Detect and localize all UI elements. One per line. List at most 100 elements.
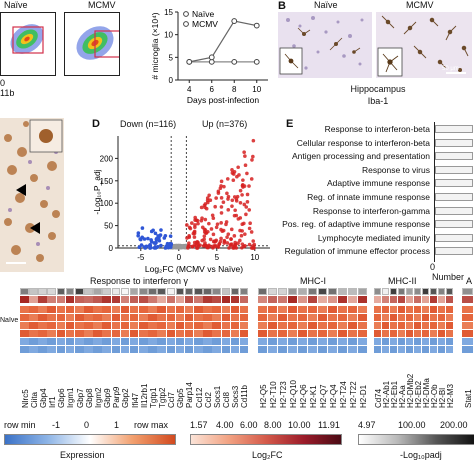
volcano-point-down <box>136 233 140 238</box>
legend-padj-tick-0: 4.97 <box>358 420 376 430</box>
heatmap-expr-cell <box>318 330 328 338</box>
volcano-point-up <box>216 245 221 249</box>
heatmap-expr-cell <box>348 306 358 314</box>
heatmap-expr-cell <box>166 322 176 330</box>
heatmap-expr-cell <box>462 330 474 338</box>
heatmap-padj-cell <box>203 288 212 295</box>
heatmap-expr-cell <box>328 346 338 354</box>
volcano-point-up <box>236 217 241 221</box>
volcano-xtick-label: 10 <box>250 253 259 262</box>
volcano-point-up <box>211 232 216 237</box>
volcano-point-up <box>216 189 221 194</box>
heatmap-fc-cell <box>288 296 298 303</box>
volcano-point-up <box>202 234 207 238</box>
heatmap-expr-cell <box>414 322 422 330</box>
heatmap-padj-cell <box>47 288 57 295</box>
volcano-point-up <box>251 239 256 243</box>
heatmap-expr-cell <box>258 322 268 330</box>
heatmap-expr-cell <box>288 306 298 314</box>
heatmap-expr-cell <box>374 330 382 338</box>
volcano-point-down <box>146 236 150 241</box>
heatmap-expr-cell <box>148 314 157 322</box>
heatmap-expr-cell <box>29 314 38 322</box>
volcano-point-up <box>193 215 197 220</box>
heatmap-fc-cell <box>84 296 93 303</box>
heatmap-expr-cell <box>74 306 84 314</box>
heatmap-gene-label: Parp14 <box>185 382 195 408</box>
heatmap-expr-cell <box>102 314 111 322</box>
ihc-naive-title: Naïve <box>314 0 338 10</box>
heatmap-fc-cell <box>446 296 454 303</box>
heatmap-padj-cell <box>258 288 268 295</box>
heatmap-gene-label: Cd11b <box>240 385 250 408</box>
heatmap-expr-cell <box>430 322 438 330</box>
heatmap-fc-cell <box>406 296 414 303</box>
heatmap-gene-label: Ccl7 <box>167 391 177 408</box>
heatmap-padj-cell <box>318 288 328 295</box>
heatmap-fc-cell <box>20 296 29 303</box>
heatmap-padj-cell <box>194 288 203 295</box>
heatmap-fc-cell <box>422 296 430 303</box>
heatmap-expr-cell <box>47 306 57 314</box>
heatmap-expr-cell <box>318 346 328 354</box>
heatmap-expr-cell <box>157 338 166 346</box>
heatmap-expr-cell <box>230 322 240 330</box>
heatmap-expr-cell <box>348 338 358 346</box>
heatmap-fc-cell <box>318 296 328 303</box>
line-chart-xlabel: Days post-infection <box>187 95 260 105</box>
volcano-point-up <box>196 241 200 246</box>
heatmap-expr-cell <box>111 314 121 322</box>
volcano-ylabel: -Log₁₀P_adj <box>92 169 102 214</box>
heatmap-expr-cell <box>230 346 240 354</box>
heatmap-expr-cell <box>298 322 308 330</box>
go-bar-2 <box>435 152 473 161</box>
heatmap-group-label-1: MHC-I <box>300 276 326 286</box>
volcano-point-up <box>210 213 215 218</box>
heatmap-expr-cell <box>93 330 102 338</box>
heatmap-expr-cell <box>406 306 414 314</box>
heatmap-expr-cell <box>268 330 278 338</box>
heatmap-gene-label: H2-Q6 <box>299 384 308 408</box>
volcano-point-down <box>154 236 159 241</box>
heatmap-padj-cell <box>382 288 390 295</box>
volcano-point-up <box>215 222 220 226</box>
ihc-caption-line1: Hippocampus <box>350 84 406 94</box>
heatmap-expr-cell <box>221 314 231 322</box>
heatmap-gene-label: Ciita <box>29 391 39 408</box>
heatmap-fc-cell <box>382 296 390 303</box>
heatmap-expr-cell <box>212 346 221 354</box>
heatmap-expr-cell <box>422 322 430 330</box>
heatmap-padj-cell <box>288 288 298 295</box>
volcano-up-label: Up (n=376) <box>202 119 248 129</box>
line-chart-ytick-label: 15 <box>164 8 173 17</box>
volcano-point-up <box>243 163 248 168</box>
heatmap-fc-cell <box>29 296 38 303</box>
volcano-point-up <box>219 179 224 184</box>
heatmap-expr-cell <box>203 322 212 330</box>
heatmap-gene-label: Gbp5 <box>176 388 186 408</box>
line-chart-ytick-label: 10 <box>164 31 173 40</box>
heatmap-expr-cell <box>268 306 278 314</box>
heatmap-row-label-fragment: Naïve <box>0 317 19 324</box>
heatmap-padj-cell <box>56 288 66 295</box>
heatmap-expr-cell <box>298 306 308 314</box>
legend-fc-tick-3: 8.00 <box>264 420 282 430</box>
volcano-point-down <box>139 243 144 247</box>
heatmap-gene-label: Parp9 <box>112 386 122 408</box>
heatmap-expr-cell <box>120 314 130 322</box>
volcano-point-up <box>185 223 189 227</box>
volcano-point-up <box>193 218 197 222</box>
flow-plot-naive <box>0 12 56 76</box>
heatmap-expr-cell <box>157 330 166 338</box>
heatmap-fc-cell <box>430 296 438 303</box>
volcano-point-up <box>207 193 211 198</box>
volcano-point-up <box>219 196 224 200</box>
volcano-ytick-label: 200 <box>100 154 114 163</box>
volcano-point-up <box>193 223 197 227</box>
heatmap-gene-label: Nlrc5 <box>20 389 30 408</box>
go-bar-5 <box>435 193 473 201</box>
volcano-point-up <box>230 168 234 172</box>
line-chart-xtick-label: 10 <box>252 85 261 94</box>
heatmap-fc-cell <box>148 296 157 303</box>
heatmap-fc-cell <box>374 296 382 303</box>
